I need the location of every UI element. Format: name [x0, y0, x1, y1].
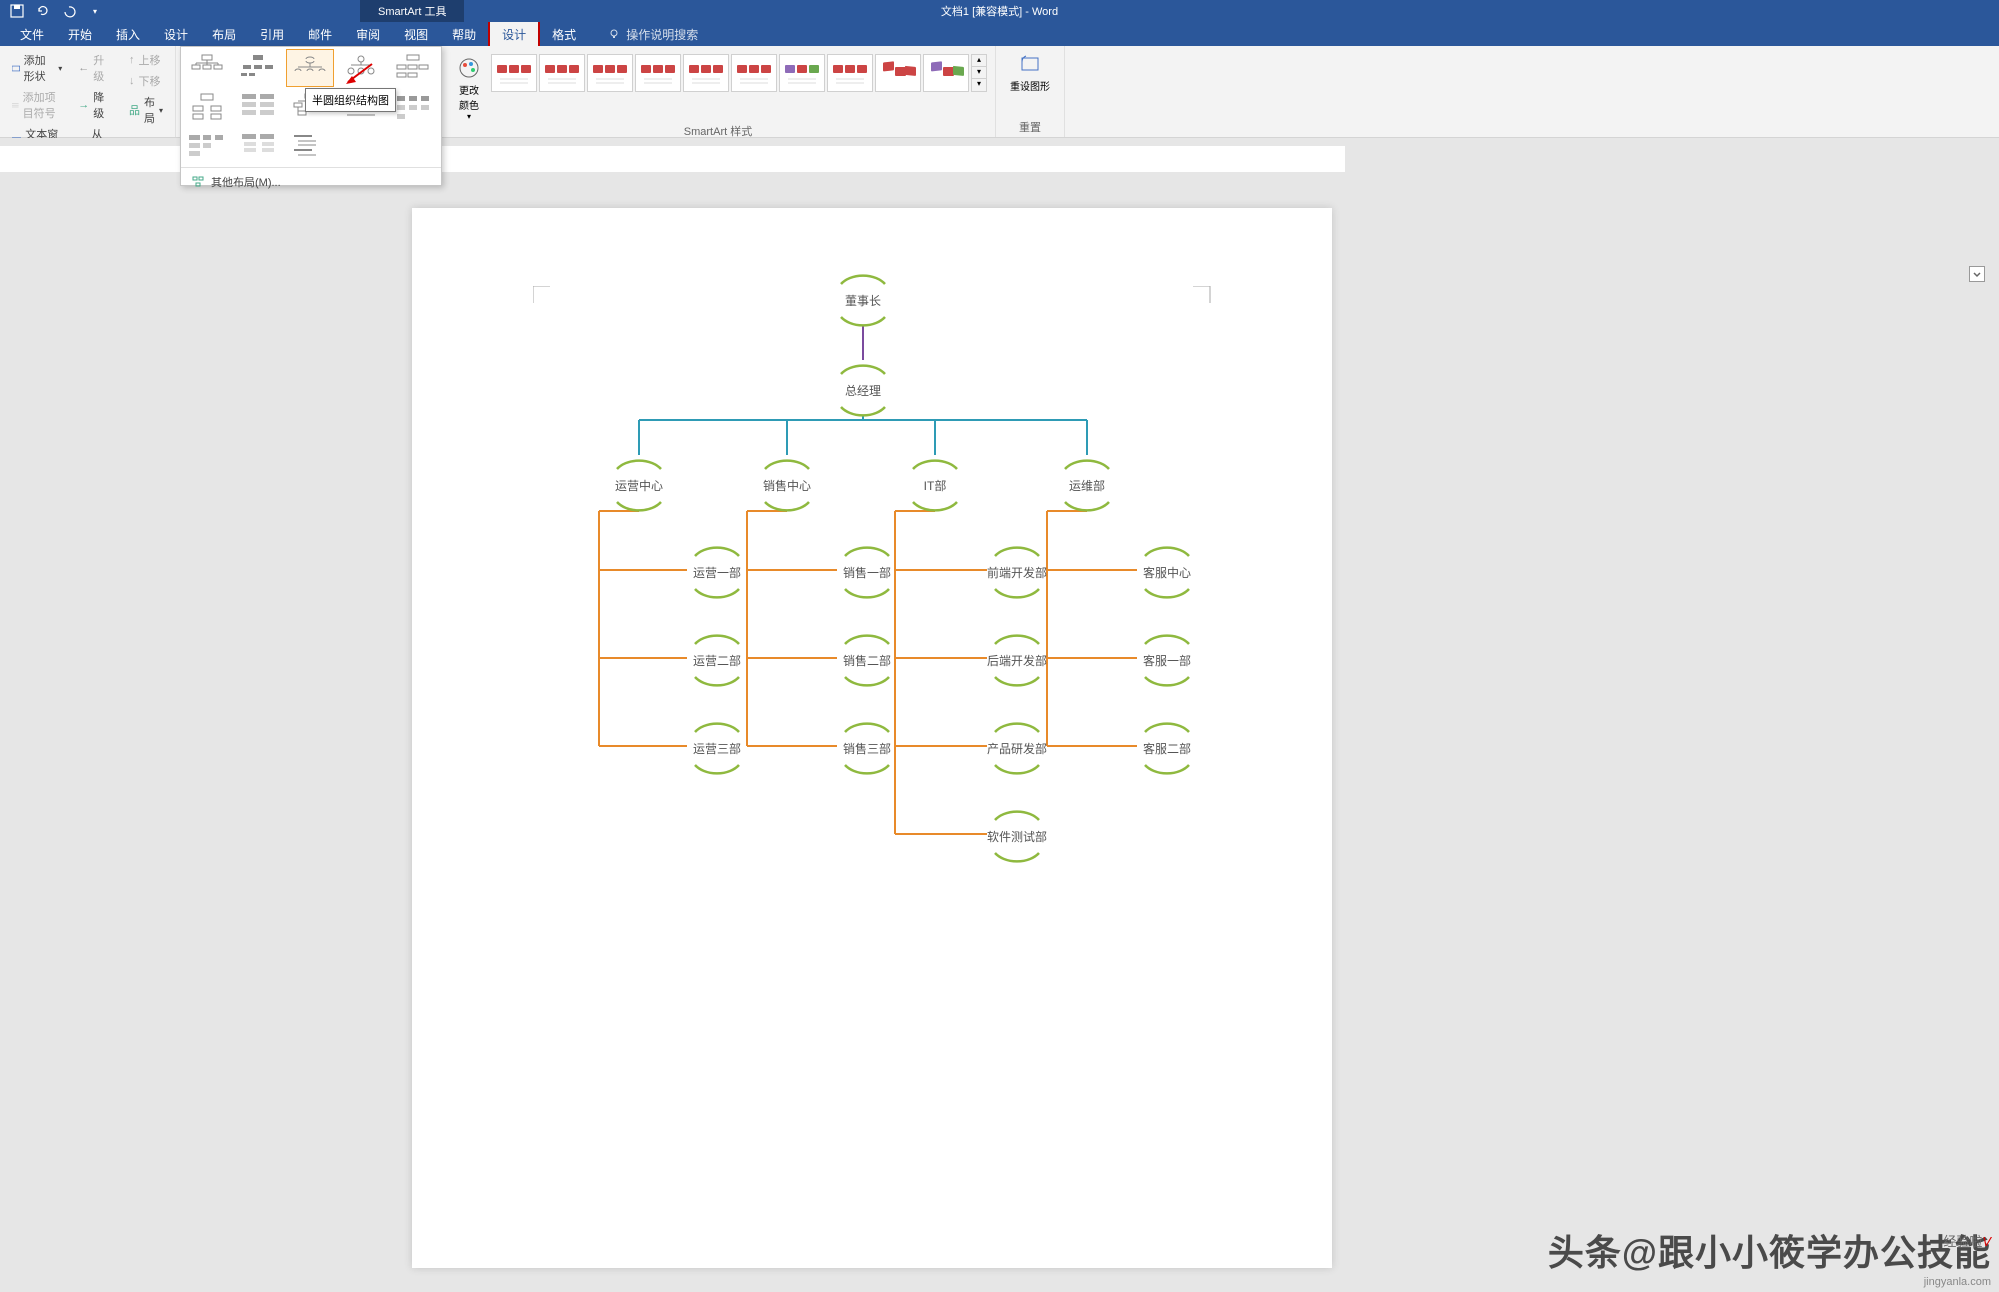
org-node[interactable]: 运营中心: [599, 453, 679, 518]
redo-icon[interactable]: [62, 4, 76, 18]
style-thumb-9[interactable]: [923, 54, 969, 92]
qat-more-icon[interactable]: ▾: [88, 4, 102, 18]
tab-references[interactable]: 引用: [248, 22, 296, 47]
layout-thumb-5[interactable]: [183, 88, 231, 126]
layout-button[interactable]: 品 布局 ▾: [125, 92, 167, 128]
org-node[interactable]: 总经理: [823, 358, 903, 423]
layout-thumb-3[interactable]: [337, 49, 385, 87]
style-thumb-2[interactable]: [587, 54, 633, 92]
tab-help[interactable]: 帮助: [440, 22, 488, 47]
ribbon-group-create: 添加形状 ▾ 添加项目符号 文本窗格 ← 升级 → 降级 ⇄ 从右到左 ↑ 上移…: [0, 46, 176, 137]
add-shape-button[interactable]: 添加形状 ▾: [8, 50, 66, 86]
org-node[interactable]: 运营二部: [677, 628, 757, 693]
style-row-up-icon[interactable]: ▴: [972, 55, 986, 67]
org-node[interactable]: 软件测试部: [977, 804, 1057, 869]
layouts-dropdown: 其他布局(M)...: [180, 46, 442, 186]
org-node[interactable]: 销售中心: [747, 453, 827, 518]
style-thumb-7[interactable]: [827, 54, 873, 92]
style-thumb-5[interactable]: [731, 54, 777, 92]
watermark-badge: 经验啦: [1943, 1234, 1982, 1249]
org-node[interactable]: 董事长: [823, 268, 903, 333]
bulb-icon: [608, 28, 620, 40]
org-node[interactable]: 销售三部: [827, 716, 907, 781]
change-colors-button[interactable]: 更改颜色 ▾: [449, 54, 489, 123]
layout-thumb-10[interactable]: [183, 127, 231, 165]
document-area: 董事长总经理运营中心 销售中心 IT部 运维部运营一部运营二部运营三部 销售一部销售二部…: [0, 138, 1999, 1292]
org-node[interactable]: 客服中心: [1127, 540, 1207, 605]
move-up-button[interactable]: ↑ 上移: [125, 50, 167, 70]
layout-thumb-0[interactable]: [183, 49, 231, 87]
watermark: 经验啦V 头条@跟小小筱学办公技能 jingyanla.com: [1548, 1224, 1991, 1288]
tab-layout[interactable]: 布局: [200, 22, 248, 47]
org-node[interactable]: 销售一部: [827, 540, 907, 605]
org-node[interactable]: 运营一部: [677, 540, 757, 605]
layout-thumb-4[interactable]: [389, 49, 437, 87]
layout-tooltip: 半圆组织结构图: [305, 88, 396, 112]
org-node[interactable]: 客服二部: [1127, 716, 1207, 781]
layout-thumb-2[interactable]: [286, 49, 334, 87]
layout-thumb-11[interactable]: [234, 127, 282, 165]
style-thumb-6[interactable]: [779, 54, 825, 92]
org-node[interactable]: 客服一部: [1127, 628, 1207, 693]
save-icon[interactable]: [10, 4, 24, 18]
reset-graphic-button[interactable]: 重设图形: [1004, 50, 1056, 95]
document-title: 文档1 [兼容模式] - Word: [941, 3, 1058, 19]
layout-thumb-6[interactable]: [234, 88, 282, 126]
title-bar: ▾ SmartArt 工具 文档1 [兼容模式] - Word: [0, 0, 1999, 22]
tell-me-search[interactable]: 操作说明搜索: [608, 26, 698, 43]
ribbon-group-reset: 重设图形 重置: [996, 46, 1065, 137]
org-node[interactable]: 后端开发部: [977, 628, 1057, 693]
org-node[interactable]: 销售二部: [827, 628, 907, 693]
layout-thumb-1[interactable]: [234, 49, 282, 87]
style-row-down-icon[interactable]: ▾: [972, 67, 986, 79]
org-node[interactable]: 产品研发部: [977, 716, 1057, 781]
more-layouts-button[interactable]: 其他布局(M)...: [181, 167, 441, 196]
styles-group-label: SmartArt 样式: [449, 123, 987, 139]
style-thumb-1[interactable]: [539, 54, 585, 92]
more-layouts-label: 其他布局(M)...: [211, 174, 281, 190]
tab-file[interactable]: 文件: [8, 22, 56, 47]
watermark-v: V: [1982, 1234, 1991, 1249]
style-thumb-3[interactable]: [635, 54, 681, 92]
watermark-url: jingyanla.com: [1548, 1276, 1991, 1288]
tab-insert[interactable]: 插入: [104, 22, 152, 47]
tab-smartart-format[interactable]: 格式: [540, 22, 588, 47]
quick-access-toolbar: ▾: [0, 4, 112, 18]
style-gallery: [491, 54, 969, 92]
tab-review[interactable]: 审阅: [344, 22, 392, 47]
org-node[interactable]: 运维部: [1047, 453, 1127, 518]
tab-mailings[interactable]: 邮件: [296, 22, 344, 47]
smartart-tools-label: SmartArt 工具: [360, 0, 464, 22]
style-thumb-0[interactable]: [491, 54, 537, 92]
style-thumb-4[interactable]: [683, 54, 729, 92]
reset-group-label: 重置: [1004, 119, 1056, 135]
tab-home[interactable]: 开始: [56, 22, 104, 47]
add-bullet-button[interactable]: 添加项目符号: [8, 87, 66, 123]
more-layouts-icon: [191, 176, 205, 188]
demote-button[interactable]: → 降级: [74, 87, 117, 123]
layout-thumb-12[interactable]: [286, 127, 334, 165]
tab-view[interactable]: 视图: [392, 22, 440, 47]
reset-icon: [1018, 52, 1042, 76]
org-node[interactable]: 运营三部: [677, 716, 757, 781]
smartart-diagram[interactable]: 董事长总经理运营中心 销售中心 IT部 运维部运营一部运营二部运营三部 销售一部销售二部…: [415, 268, 1330, 968]
promote-button[interactable]: ← 升级: [74, 50, 117, 86]
smartart-expand-handle[interactable]: [1969, 266, 1985, 282]
tab-design[interactable]: 设计: [152, 22, 200, 47]
org-node[interactable]: 前端开发部: [977, 540, 1057, 605]
tell-me-label: 操作说明搜索: [626, 26, 698, 43]
watermark-main: 头条@跟小小筱学办公技能: [1548, 1224, 1991, 1276]
tab-smartart-design[interactable]: 设计: [488, 20, 540, 49]
undo-icon[interactable]: [36, 4, 50, 18]
style-more-icon[interactable]: ▾: [972, 79, 986, 91]
style-thumb-8[interactable]: [875, 54, 921, 92]
palette-icon: [457, 56, 481, 80]
ribbon-group-styles: 更改颜色 ▾ ▴ ▾ ▾ SmartArt 样式: [441, 46, 996, 137]
ribbon-tabs: 文件 开始 插入 设计 布局 引用 邮件 审阅 视图 帮助 设计 格式 操作说明…: [0, 22, 1999, 46]
move-down-button[interactable]: ↓ 下移: [125, 71, 167, 91]
org-node[interactable]: IT部: [895, 453, 975, 518]
